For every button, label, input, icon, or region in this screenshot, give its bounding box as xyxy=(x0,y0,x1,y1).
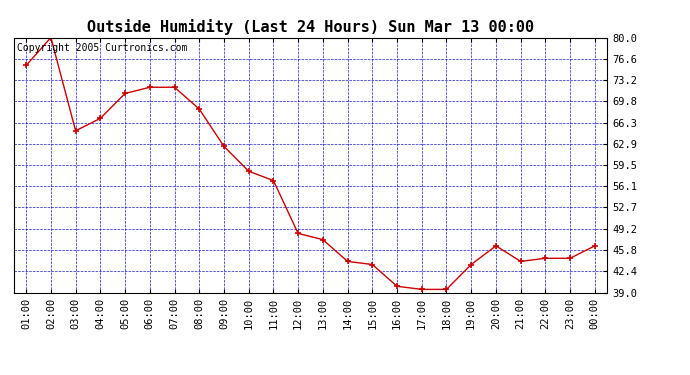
Title: Outside Humidity (Last 24 Hours) Sun Mar 13 00:00: Outside Humidity (Last 24 Hours) Sun Mar… xyxy=(87,19,534,35)
Text: Copyright 2005 Curtronics.com: Copyright 2005 Curtronics.com xyxy=(17,43,187,52)
